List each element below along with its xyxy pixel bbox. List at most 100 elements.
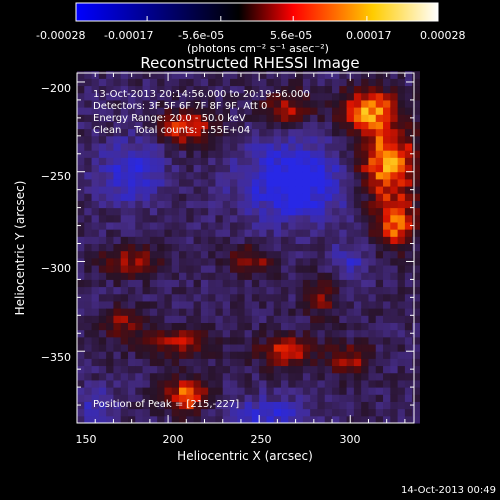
heatmap-cell [135, 143, 144, 151]
heatmap-cell [383, 315, 391, 323]
heatmap-cell [135, 157, 144, 166]
heatmap-cell [230, 114, 238, 122]
heatmap-cell [310, 272, 318, 280]
heatmap-cell [273, 207, 282, 216]
heatmap-cell [353, 178, 362, 187]
heatmap-cell [317, 200, 326, 209]
heatmap-cell [353, 128, 362, 137]
heatmap-cell [295, 279, 304, 288]
heatmap-cell [171, 157, 180, 166]
heatmap-cell [281, 99, 289, 108]
heatmap-cell [368, 401, 377, 410]
heatmap-cell [186, 293, 195, 302]
heatmap-cell [397, 308, 406, 316]
heatmap-cell [273, 265, 282, 273]
heatmap-cell [383, 207, 391, 216]
heatmap-cell [273, 308, 282, 316]
heatmap-cell [324, 250, 333, 259]
heatmap-cell [295, 99, 304, 108]
heatmap-cell [273, 85, 282, 94]
heatmap-cell [288, 150, 297, 158]
heatmap-cell [390, 114, 399, 122]
heatmap-cell [353, 279, 362, 288]
heatmap-cell [353, 135, 362, 144]
heatmap-cell [383, 157, 391, 166]
heatmap-cell [244, 121, 253, 130]
heatmap-cell [317, 250, 326, 259]
heatmap-cell [332, 99, 340, 108]
heatmap-cell [368, 379, 377, 388]
heatmap-cell [390, 221, 399, 230]
heatmap-cell [375, 214, 384, 223]
heatmap-cell [142, 315, 151, 323]
heatmap-cell [361, 387, 369, 395]
heatmap-cell [77, 135, 85, 144]
heatmap-cell [149, 315, 158, 323]
heatmap-cell [383, 408, 391, 417]
heatmap-cell [91, 336, 100, 345]
heatmap-cell [288, 143, 297, 151]
heatmap-cell [375, 92, 384, 101]
heatmap-cell [259, 214, 267, 223]
heatmap-cell [317, 214, 326, 223]
heatmap-cell [317, 92, 326, 101]
heatmap-cell [157, 344, 165, 352]
heatmap-cell [215, 272, 224, 280]
heatmap-cell [215, 186, 224, 194]
heatmap-cell [288, 415, 297, 424]
heatmap-cell [179, 300, 187, 309]
heatmap-cell [91, 236, 100, 245]
heatmap-cell [368, 308, 377, 316]
heatmap-cell [375, 379, 384, 388]
heatmap-cell [404, 329, 413, 338]
heatmap-cell [244, 107, 253, 115]
heatmap-cell [208, 351, 216, 359]
heatmap-cell [135, 128, 144, 137]
heatmap-cell [302, 336, 311, 345]
heatmap-cell [128, 408, 136, 417]
heatmap-cell [383, 394, 391, 402]
heatmap-cell [186, 286, 195, 295]
heatmap-cell [193, 300, 202, 309]
heatmap-cell [171, 358, 180, 367]
heatmap-cell [91, 322, 100, 331]
heatmap-cell [273, 121, 282, 130]
heatmap-cell [251, 250, 260, 259]
heatmap-cell [339, 351, 348, 359]
heatmap-cell [135, 85, 144, 94]
heatmap-cell [186, 193, 195, 201]
heatmap-cell [361, 329, 369, 338]
heatmap-cell [186, 272, 195, 280]
heatmap-cell [237, 358, 246, 367]
heatmap-cell [324, 221, 333, 230]
heatmap-cell [404, 157, 413, 166]
heatmap-cell [128, 279, 136, 288]
heatmap-cell [120, 286, 129, 295]
heatmap-cell [281, 71, 289, 79]
heatmap-cell [193, 372, 202, 381]
heatmap-cell [230, 207, 238, 216]
heatmap-cell [404, 408, 413, 417]
heatmap-cell [332, 401, 340, 410]
heatmap-cell [164, 365, 173, 374]
heatmap-cell [266, 322, 275, 331]
heatmap-cell [412, 114, 420, 122]
heatmap-cell [171, 387, 180, 395]
heatmap-cell [368, 358, 377, 367]
heatmap-cell [353, 408, 362, 417]
heatmap-cell [157, 293, 165, 302]
heatmap-cell [339, 207, 348, 216]
heatmap-cell [375, 394, 384, 402]
heatmap-cell [171, 272, 180, 280]
heatmap-cell [244, 308, 253, 316]
heatmap-cell [77, 243, 85, 252]
heatmap-cell [77, 214, 85, 223]
heatmap-cell [164, 379, 173, 388]
heatmap-cell [193, 229, 202, 237]
heatmap-cell [397, 128, 406, 137]
heatmap-cell [353, 164, 362, 173]
heatmap-cell [339, 71, 348, 79]
heatmap-cell [353, 157, 362, 166]
heatmap-cell [135, 372, 144, 381]
heatmap-cell [412, 358, 420, 367]
